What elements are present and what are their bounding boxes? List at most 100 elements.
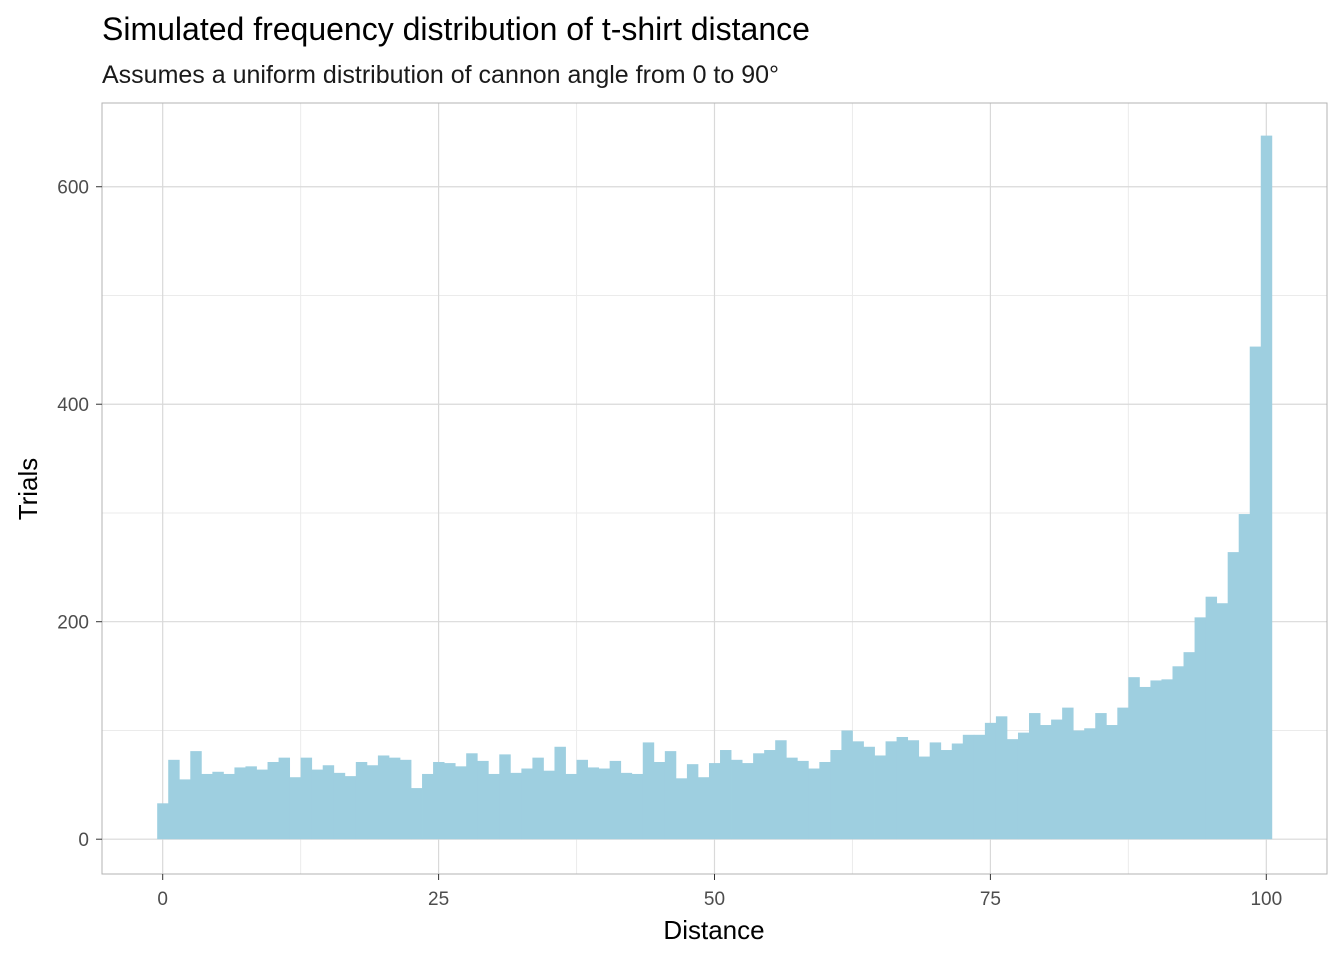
histogram-bar [1117,707,1129,840]
histogram-bar [1017,732,1030,840]
histogram-bar [731,759,743,840]
histogram-bar [576,759,588,840]
histogram-bar [234,767,246,840]
x-tick-label: 100 [1250,889,1282,910]
histogram-bar [532,757,544,840]
histogram-bar [377,755,390,840]
histogram-bar [764,750,776,840]
histogram-bar [808,768,820,840]
histogram-bar [852,741,864,840]
histogram-bar [587,767,600,840]
histogram-bar [720,750,732,840]
x-axis-ticks: 0 25 50 75 100 [157,874,1282,910]
x-axis-title: Distance [663,915,764,945]
histogram-bar [1194,617,1207,840]
y-axis-title: Trials [13,458,43,521]
histogram-bars [157,135,1273,840]
histogram-bar [830,750,842,840]
histogram-bar [201,773,213,840]
histogram-bar [455,766,467,840]
histogram-bar [664,751,677,840]
histogram-bar [366,765,379,840]
histogram-bar [311,769,324,840]
chart-subtitle: Assumes a uniform distribution of cannon… [102,61,779,89]
y-axis-ticks: 0 200 400 600 [57,178,102,851]
histogram-bar [1249,346,1262,840]
histogram-bar [1205,596,1218,840]
y-tick-label: 200 [57,613,89,634]
histogram-bar [1227,552,1240,840]
histogram-bar [896,736,909,840]
histogram-bar [289,777,302,840]
histogram-bar [543,770,555,840]
histogram-bar [565,773,577,840]
histogram-bar [951,743,964,840]
histogram-bar [179,779,191,840]
chart-title: Simulated frequency distribution of t-sh… [102,11,810,47]
histogram-bar [984,722,997,840]
histogram-bar [1084,728,1096,840]
histogram-bar [797,760,809,840]
histogram-bar [157,803,169,840]
histogram-bar [256,769,268,840]
histogram-bar [1238,514,1251,840]
x-tick-label: 0 [157,889,168,910]
histogram-bar [344,776,357,840]
histogram-bar [753,753,765,840]
y-tick-label: 400 [57,395,89,416]
histogram-bar [598,768,611,840]
histogram-bar [819,761,831,840]
histogram-bar [742,763,754,840]
histogram-bar [1172,666,1184,840]
histogram-bar [609,760,622,840]
histogram-bar [267,761,279,840]
histogram-bar [212,771,224,840]
histogram-bar [444,763,456,840]
histogram-bar [653,761,666,840]
x-tick-label: 50 [704,889,725,910]
histogram-bar [940,750,953,840]
x-tick-label: 25 [428,889,449,910]
histogram-bar [841,730,853,840]
histogram-bar [411,788,423,840]
histogram-bar [885,741,897,840]
histogram-bar [1051,719,1063,840]
histogram-bar [278,757,291,840]
histogram-bar [675,778,688,840]
histogram-bar [863,746,875,840]
histogram-bar [1128,677,1140,840]
histogram-bar [973,734,986,840]
y-tick-label: 0 [78,830,89,851]
histogram-bar [190,751,202,840]
histogram-bar [1161,679,1173,840]
histogram-bar [1150,680,1162,840]
histogram-bar [388,757,401,840]
y-tick-label: 600 [57,178,89,199]
histogram-bar [708,763,721,840]
histogram-bar [322,765,335,840]
histogram-bar [1260,135,1273,840]
histogram-bar [355,761,368,840]
histogram-bar [642,742,655,840]
histogram-bar [907,740,920,840]
histogram-bar [686,764,699,840]
histogram-bar [554,746,566,840]
histogram-bar [333,772,346,840]
histogram-bar [433,761,445,840]
histogram-bar [631,773,644,840]
histogram-bar [786,757,798,840]
histogram-bar [223,773,235,840]
histogram-bar [422,773,434,840]
histogram-bar [1095,713,1107,840]
x-tick-label: 75 [980,889,1001,910]
histogram-bar [1216,603,1229,840]
histogram-bar [1073,730,1085,840]
histogram-bar [1139,686,1151,840]
histogram-bar [1040,725,1052,840]
histogram-bar [995,716,1008,840]
histogram-bar [1106,725,1118,840]
histogram-bar [300,757,313,840]
histogram-bar [399,759,412,840]
histogram-bar [245,766,257,840]
